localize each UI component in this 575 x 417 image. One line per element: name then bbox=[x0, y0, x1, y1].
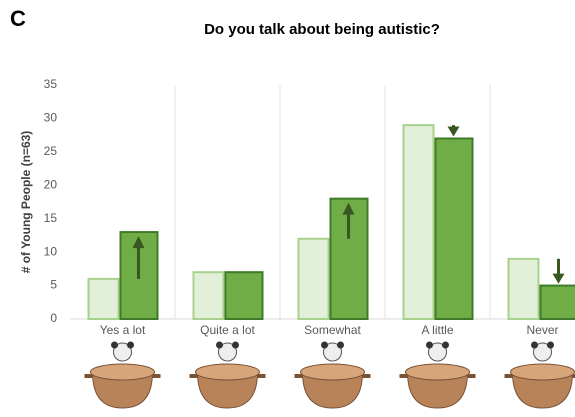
x-tick-label: Never bbox=[526, 323, 558, 337]
y-tick-label: 5 bbox=[50, 278, 57, 292]
bar bbox=[539, 284, 575, 321]
pot-rim bbox=[405, 363, 470, 381]
panda-pot-icon bbox=[294, 341, 371, 409]
panda-head bbox=[533, 342, 552, 362]
panda-ear bbox=[337, 341, 344, 349]
panda-head bbox=[428, 342, 447, 362]
bar bbox=[297, 237, 330, 320]
bar bbox=[434, 137, 474, 320]
bar bbox=[402, 124, 435, 320]
change-arrow-head bbox=[342, 202, 355, 215]
y-axis-label: # of Young People (n=63) bbox=[19, 131, 33, 274]
panda-head bbox=[218, 342, 237, 362]
pot-body bbox=[91, 371, 154, 409]
pot-body bbox=[406, 371, 469, 409]
y-tick-label: 30 bbox=[44, 111, 58, 125]
panda-head bbox=[113, 342, 132, 362]
panda-ear bbox=[321, 341, 328, 349]
y-tick-label: 25 bbox=[44, 144, 58, 158]
y-tick-label: 0 bbox=[50, 311, 57, 325]
panel-label: C bbox=[10, 6, 26, 31]
panda-pot-icon bbox=[399, 341, 476, 409]
x-tick-label: Yes a lot bbox=[100, 323, 146, 337]
y-tick-label: 20 bbox=[44, 177, 58, 191]
change-arrow-head bbox=[447, 126, 460, 137]
y-tick-label: 35 bbox=[44, 77, 58, 91]
pot-rim bbox=[195, 363, 260, 381]
panda-ear bbox=[547, 341, 554, 349]
pot-body bbox=[301, 371, 364, 409]
panda-ear bbox=[531, 341, 538, 349]
bar bbox=[507, 257, 540, 321]
pot-body bbox=[196, 371, 259, 409]
panda-ear bbox=[426, 341, 433, 349]
panda-head bbox=[323, 342, 342, 362]
pot-body bbox=[511, 371, 574, 409]
x-tick-label: Quite a lot bbox=[200, 323, 255, 337]
panda-pot-icon bbox=[84, 341, 161, 409]
bar bbox=[192, 271, 225, 321]
panda-pot-icon bbox=[189, 341, 266, 409]
change-arrow-head bbox=[552, 273, 565, 284]
y-tick-label: 10 bbox=[44, 244, 58, 258]
y-tick-label: 15 bbox=[44, 211, 58, 225]
panda-ear bbox=[127, 341, 134, 349]
x-tick-label: A little bbox=[421, 323, 453, 337]
change-arrow-head bbox=[132, 236, 145, 249]
x-tick-label: Somewhat bbox=[304, 323, 361, 337]
bar bbox=[329, 197, 369, 321]
chart-title: Do you talk about being autistic? bbox=[204, 21, 440, 38]
pot-rim bbox=[300, 363, 365, 381]
panda-ear bbox=[442, 341, 449, 349]
panda-ear bbox=[216, 341, 223, 349]
panda-pot-icon bbox=[504, 341, 575, 409]
pot-rim bbox=[510, 363, 575, 381]
pot-rim bbox=[90, 363, 155, 381]
bar bbox=[224, 271, 264, 321]
bar bbox=[87, 277, 120, 320]
panda-ear bbox=[111, 341, 118, 349]
panda-ear bbox=[232, 341, 239, 349]
